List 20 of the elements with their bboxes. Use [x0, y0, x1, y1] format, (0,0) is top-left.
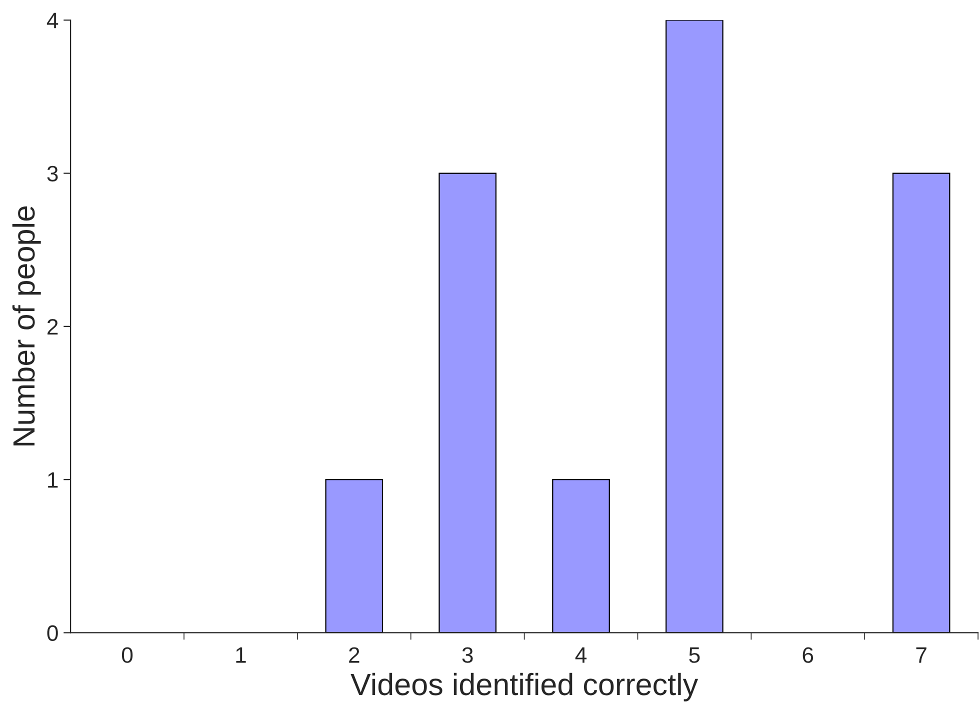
x-axis-title: Videos identified correctly	[350, 672, 698, 702]
x-tick-label: 1	[236, 647, 246, 663]
y-tick-label: 1	[48, 472, 58, 488]
x-tick-label: 4	[575, 647, 587, 663]
x-tick-label: 5	[689, 647, 700, 663]
y-tick-label: 3	[47, 166, 58, 182]
bar	[552, 479, 610, 633]
y-axis-title: Number of people	[12, 206, 41, 446]
y-tick-label: 2	[48, 318, 58, 334]
bar	[892, 172, 950, 633]
bar	[325, 479, 384, 633]
x-tick-label: 2	[349, 647, 360, 663]
x-tick-label: 7	[916, 647, 926, 663]
x-tick-label: 3	[462, 647, 473, 663]
y-tick-label: 4	[46, 12, 58, 28]
y-tick-label: 0	[47, 625, 58, 641]
bar	[666, 20, 724, 633]
x-tick-label: 0	[122, 647, 133, 663]
x-tick-label: 6	[802, 647, 814, 663]
bar	[438, 172, 496, 633]
